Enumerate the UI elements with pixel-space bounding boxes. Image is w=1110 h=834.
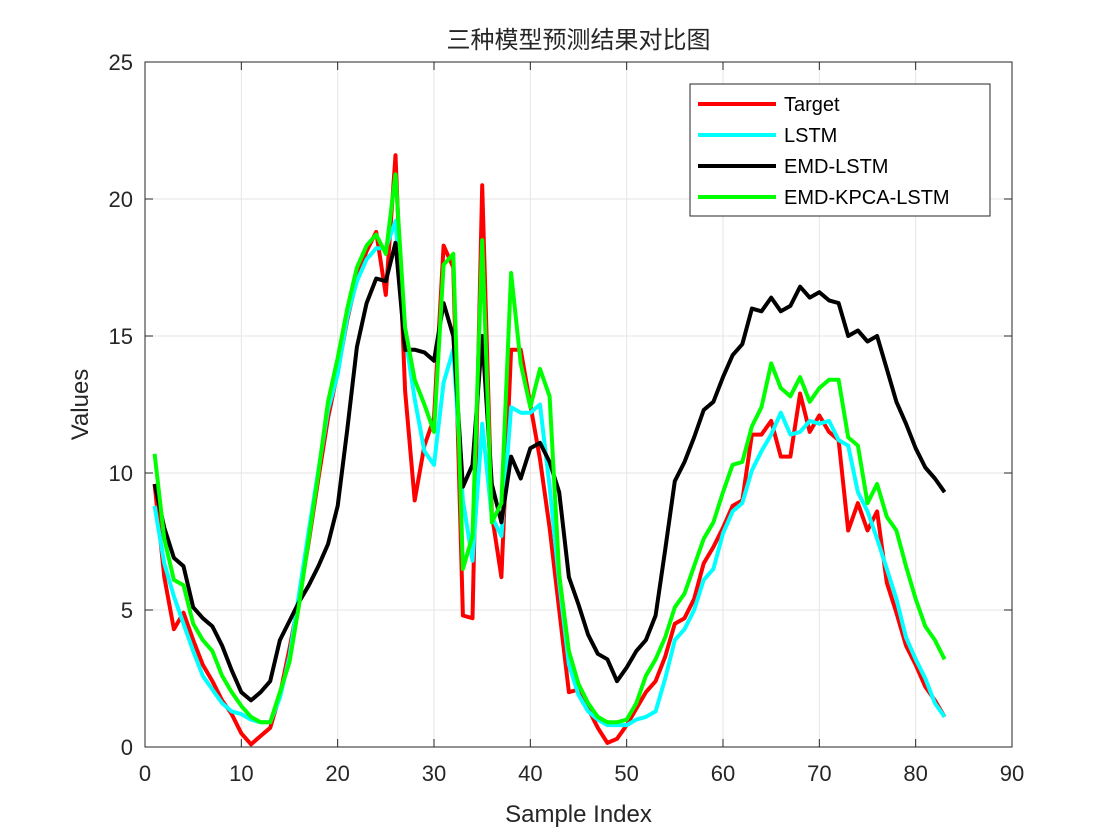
- plot-frame: [144, 61, 1013, 748]
- y-tick-label: 5: [121, 598, 133, 623]
- axis-ticks: 0 10 20 30 40 50 60 70 80 90 0 5 10 15 20 25: [109, 50, 1025, 786]
- legend-label: LSTM: [784, 125, 837, 147]
- chart-title: 三种模型预测结果对比图: [447, 26, 711, 54]
- x-tick-label: 40: [518, 761, 542, 786]
- series-line-emd-lstm: [152, 240, 947, 703]
- x-tick-label: 70: [807, 761, 831, 786]
- y-tick-label: 20: [109, 187, 133, 212]
- x-tick-label: 10: [229, 761, 253, 786]
- series-line-emd-kpca-lstm: [152, 172, 947, 725]
- x-tick-label: 80: [903, 761, 927, 786]
- y-tick-label: 25: [109, 50, 133, 75]
- y-tick-label: 15: [109, 324, 133, 349]
- x-tick-label: 30: [422, 761, 446, 786]
- y-tick-label: 10: [109, 461, 133, 486]
- y-axis-label: Values: [67, 369, 94, 441]
- legend-label: EMD-LSTM: [784, 156, 888, 178]
- x-tick-label: 20: [325, 761, 349, 786]
- x-tick-label: 0: [139, 761, 151, 786]
- legend-label: EMD-KPCA-LSTM: [784, 187, 950, 209]
- x-tick-label: 60: [711, 761, 735, 786]
- x-tick-label: 90: [1000, 761, 1024, 786]
- legend-label: Target: [784, 94, 840, 116]
- series-line-target: [152, 153, 947, 747]
- x-axis-label: Sample Index: [505, 801, 652, 828]
- series-lines: [152, 153, 947, 747]
- y-tick-label: 0: [121, 735, 133, 760]
- x-tick-label: 50: [614, 761, 638, 786]
- legend: Target LSTM EMD-LSTM EMD-KPCA-LSTM: [689, 83, 991, 217]
